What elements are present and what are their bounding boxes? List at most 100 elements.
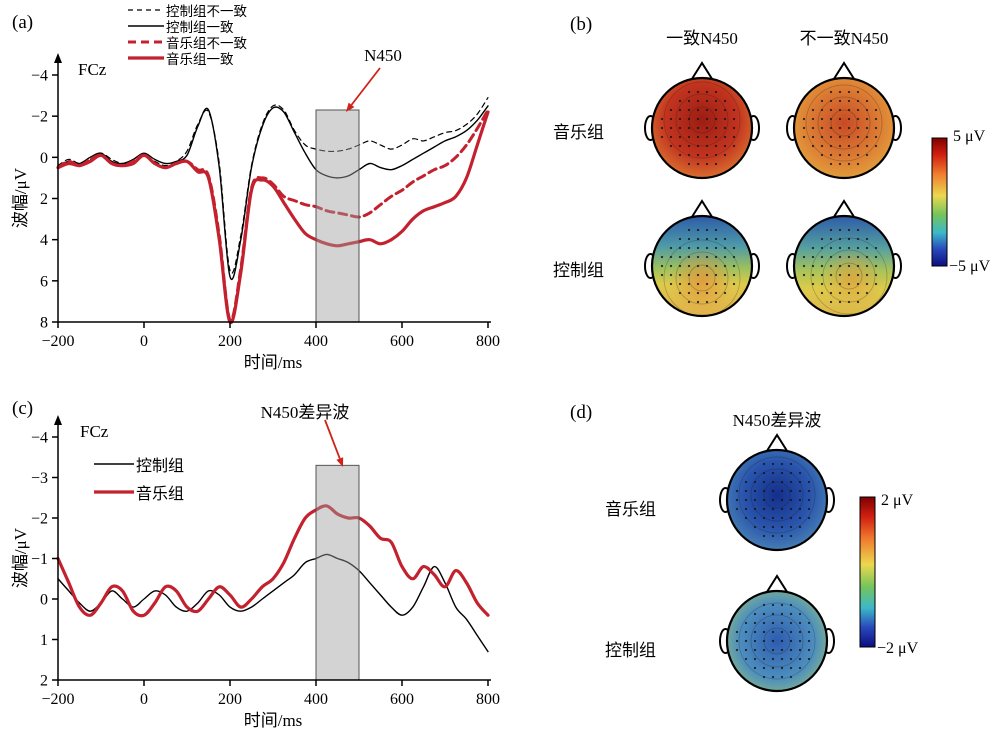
panel-c-tag: (c): [12, 398, 34, 419]
panel-c-electrode-label: FCz: [80, 422, 109, 441]
legend-item: 控制组一致: [126, 18, 247, 35]
scalp-map: [725, 589, 829, 693]
legend-label: 音乐组不一致: [166, 36, 247, 51]
colorbar-d-min-label: −2 μV: [877, 640, 919, 657]
topomap-diff-control: [719, 574, 835, 693]
y-tick-label: 8: [40, 315, 48, 332]
series-控制组一致: [57, 105, 489, 280]
legend-line-sample: [94, 490, 134, 494]
x-tick-label: −200: [41, 333, 74, 350]
y-tick-label: 0: [40, 150, 48, 167]
n450-window: [315, 464, 360, 681]
annotation-arrow: [350, 67, 381, 106]
x-tick-label: −200: [41, 691, 74, 708]
nose: [831, 61, 857, 83]
panel-a-xlabel: 时间/ms: [243, 353, 303, 372]
x-tick-label: 0: [140, 333, 148, 350]
colorbar-d: [859, 496, 876, 648]
scalp-overlays: [660, 228, 741, 315]
panel-b: (b) 一致N450 不一致N450 音乐组 控制组 5 μV −5 μV: [545, 0, 1000, 388]
nose: [689, 199, 715, 221]
y-tick-label: 6: [40, 273, 48, 290]
panel-a: −4 −2 0 2 4 6 8 −200 0 200 400 600 800 (a) FCz 波幅/μV…: [0, 0, 530, 388]
panel-d-title: N450差异波: [732, 411, 822, 430]
n450-window: [315, 109, 360, 323]
legend-label: 音乐组一致: [166, 52, 234, 67]
topomap-control-congruent: [644, 199, 760, 318]
legend-line-sample: [128, 56, 164, 60]
panel-b-col-title-incongruent: 不一致N450: [799, 29, 889, 48]
nose: [764, 574, 790, 596]
colorbar-b-max-label: 5 μV: [953, 128, 986, 145]
legend-line-sample: [128, 25, 164, 27]
y-tick-label: −1: [31, 551, 48, 568]
topomap-music-congruent: [644, 61, 760, 180]
x-tick-label: 400: [304, 333, 328, 350]
scalp-overlays: [802, 228, 888, 315]
scalp-overlays: [660, 81, 741, 166]
panel-c: −4 −3 −2 −1 0 1 2 −200 0 200 400 600 800 (c) FCz 波幅/…: [0, 390, 530, 741]
x-tick-label: 600: [390, 333, 414, 350]
legend-item: 音乐组一致: [126, 50, 247, 67]
panel-a-ylabel: 波幅/μV: [11, 167, 30, 229]
y-tick-label: −3: [31, 470, 48, 487]
scalp-overlays: [802, 84, 883, 166]
annotation-arrowhead: [336, 457, 344, 467]
panel-b-row-label-music: 音乐组: [553, 123, 604, 142]
axes: [57, 423, 491, 681]
legend-label: 控制组不一致: [166, 4, 247, 19]
legend-item: 音乐组不一致: [126, 34, 247, 51]
colorbar-gradient: [859, 496, 876, 648]
series-音乐组一致: [56, 110, 490, 324]
x-tick-label: 800: [476, 691, 500, 708]
legend-label: 音乐组: [136, 486, 185, 503]
y-tick-label: 1: [40, 632, 48, 649]
colorbar-gradient: [931, 137, 948, 267]
scalp-overlays: [735, 602, 816, 680]
colorbar-b: [931, 137, 948, 267]
y-axis-arrowhead: [54, 415, 62, 425]
topomap-music-incongruent: [786, 61, 902, 180]
scalp-map: [725, 448, 829, 552]
erp-chart-a: −4 −2 0 2 4 6 8−200 0 200 400 600 800: [31, 53, 500, 350]
colorbar-d-max-label: 2 μV: [881, 492, 914, 509]
y-tick-label: −4: [31, 68, 48, 85]
panel-d: (d) N450差异波 音乐组 控制组 2 μV −2 μV: [545, 390, 1000, 741]
x-tick-label: 600: [390, 691, 414, 708]
nose: [689, 61, 715, 83]
x-tick-label: 0: [140, 691, 148, 708]
legend-line-sample: [128, 9, 164, 11]
panel-b-row-label-control: 控制组: [553, 261, 604, 280]
y-tick-label: 4: [40, 232, 48, 249]
panel-d-row-label-music: 音乐组: [605, 500, 656, 519]
erp-chart-c: −4 −3 −2 −1 0 1 2−200 0 200 400 600 800: [31, 415, 500, 708]
legend-line-sample: [94, 463, 134, 465]
n450-diff-annotation: N450差异波: [260, 403, 350, 422]
panel-b-col-title-congruent: 一致N450: [666, 29, 738, 48]
legend-label: 控制组一致: [166, 20, 234, 35]
annotation-arrowhead: [346, 102, 355, 112]
y-tick-label: 0: [40, 592, 48, 609]
panel-d-tag: (d): [570, 402, 593, 423]
legend-item: 音乐组: [92, 478, 184, 506]
colorbar-b-min-label: −5 μV: [949, 258, 991, 275]
x-tick-label: 800: [476, 333, 500, 350]
series-音乐组不一致: [56, 108, 490, 322]
legend-label: 控制组: [136, 458, 185, 475]
annotation-arrow: [324, 419, 341, 459]
x-tick-label: 200: [218, 691, 242, 708]
panel-c-legend: 控制组 音乐组: [92, 450, 184, 506]
nose: [831, 199, 857, 221]
series-音乐组: [56, 504, 490, 618]
y-tick-label: 2: [40, 673, 48, 690]
panel-c-xlabel: 时间/ms: [243, 711, 303, 730]
y-tick-label: −4: [31, 430, 48, 447]
x-tick-label: 400: [304, 691, 328, 708]
panel-b-tag: (b): [570, 14, 593, 35]
panel-d-row-label-control: 控制组: [605, 641, 656, 660]
scalp-map: [792, 76, 896, 180]
panel-a-legend: 控制组不一致 控制组一致 音乐组不一致 音乐组一致: [126, 2, 247, 67]
y-tick-label: 2: [40, 191, 48, 208]
axes: [57, 61, 491, 323]
